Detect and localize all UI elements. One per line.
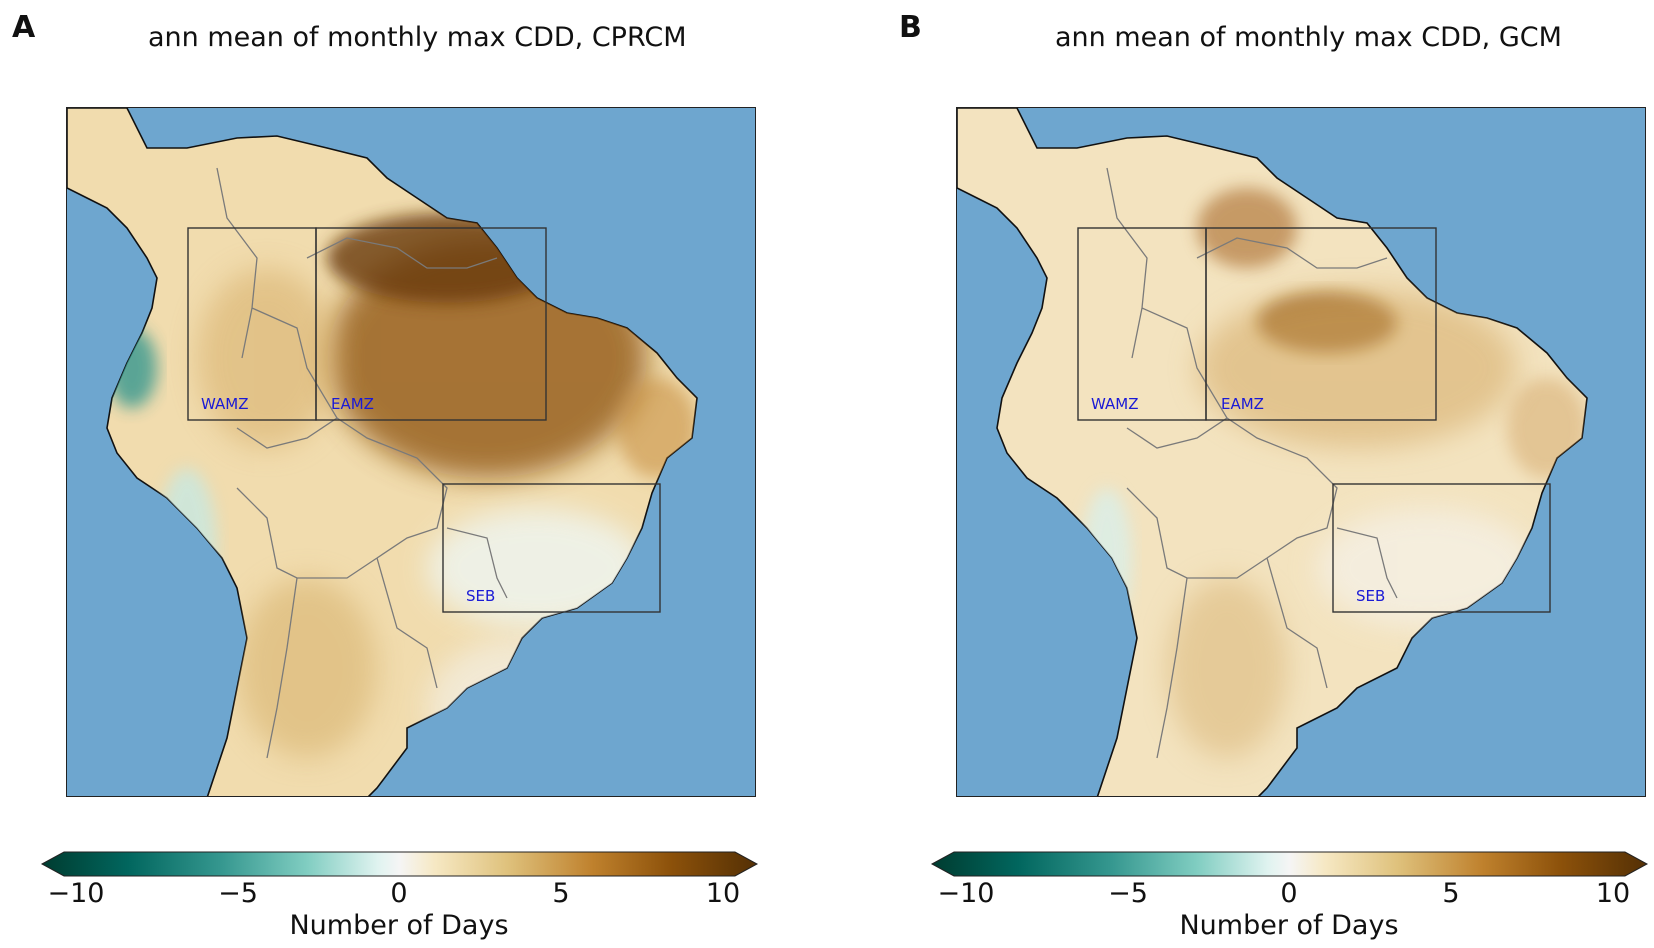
colorbar-tick: 5 [552, 878, 570, 909]
colorbar-tick: 0 [390, 878, 408, 909]
region-boxes [1077, 227, 1551, 613]
colorbar [40, 851, 759, 877]
colorbar-tick: 10 [705, 878, 741, 909]
panel-a: A ann mean of monthly max CDD, CPRCM [12, 10, 759, 941]
colorbar-label: Number of Days [289, 910, 509, 941]
colorbar-tick: 0 [1280, 878, 1298, 909]
colorbar-tick: −5 [1108, 878, 1148, 909]
colorbar-tick: −10 [937, 878, 995, 909]
colorbar-tick: −5 [218, 878, 258, 909]
continent: WAMZ EAMZ SEB [957, 108, 1588, 796]
region-label-seb: SEB [466, 587, 495, 605]
colorbar-tick: 10 [1595, 878, 1631, 909]
colorbar [930, 851, 1649, 877]
region-label-wamz: WAMZ [201, 395, 249, 413]
panel-b: B ann mean of monthly max CDD, GCM [890, 0, 1654, 948]
region-label-wamz: WAMZ [1091, 395, 1139, 413]
panel-letter: A [12, 10, 36, 45]
colorbar-tick: 5 [1442, 878, 1460, 909]
country-borders [216, 167, 508, 759]
colorbar-tick: −10 [47, 878, 105, 909]
map-gcm[interactable]: WAMZ EAMZ SEB [956, 107, 1646, 797]
country-borders [1106, 167, 1398, 759]
panel-title: ann mean of monthly max CDD, CPRCM [148, 22, 687, 53]
map-cprcm[interactable]: WAMZ EAMZ SEB [66, 107, 756, 797]
colorbar-label: Number of Days [1179, 910, 1399, 941]
panel-title: ann mean of monthly max CDD, GCM [1055, 22, 1562, 53]
region-label-eamz: EAMZ [331, 395, 374, 413]
region-label-seb: SEB [1356, 587, 1385, 605]
region-label-eamz: EAMZ [1221, 395, 1264, 413]
region-boxes [187, 227, 661, 613]
panel-letter: B [899, 10, 922, 45]
